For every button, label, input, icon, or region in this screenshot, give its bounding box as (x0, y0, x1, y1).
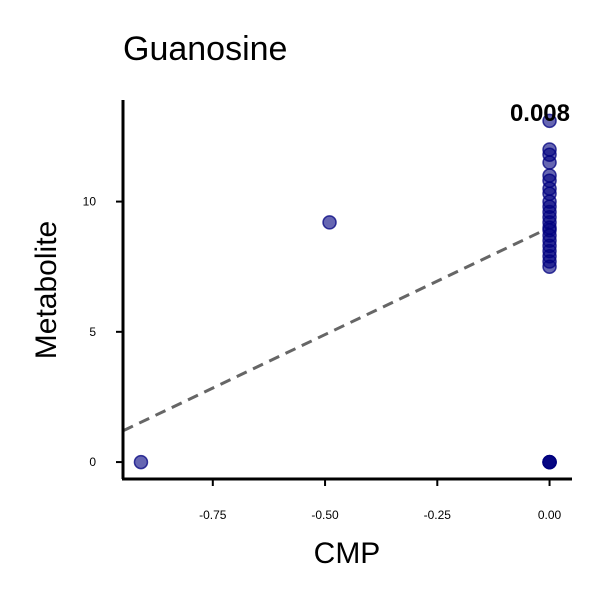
x-axis-label: CMP (314, 537, 381, 570)
y-ticks: 0 5 10 (83, 195, 123, 469)
y-tick-label: 5 (89, 325, 96, 339)
chart-title: Guanosine (123, 30, 287, 68)
trendline-layer (122, 226, 551, 433)
data-point (542, 168, 557, 183)
data-point (542, 142, 557, 157)
y-tick-label: 10 (83, 195, 97, 209)
x-tick-label: 0.00 (538, 508, 562, 522)
data-point (542, 113, 557, 129)
trendline (122, 226, 551, 433)
x-tick-label: -0.50 (311, 508, 339, 522)
correlation-annotation: 0.008 (510, 100, 570, 127)
data-point (322, 215, 337, 230)
points-layer (133, 113, 557, 470)
x-ticks: -0.75 -0.50 -0.25 0.00 (199, 479, 562, 522)
y-axis-label: Metabolite (30, 221, 63, 359)
data-point (133, 454, 149, 470)
x-tick-label: -0.75 (199, 508, 227, 522)
x-tick-label: -0.25 (424, 508, 452, 522)
y-tick-label: 0 (89, 455, 96, 469)
data-point (542, 454, 557, 470)
